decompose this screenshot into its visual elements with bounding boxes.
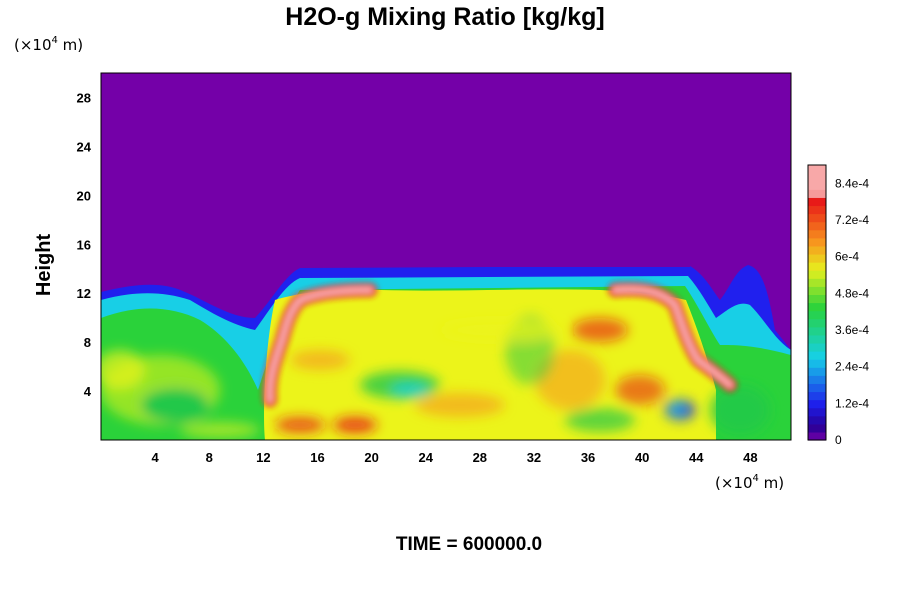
x-tick-label: 16 bbox=[310, 450, 324, 465]
colorbar-segment bbox=[808, 181, 826, 190]
colorbar-segment bbox=[808, 286, 826, 296]
y-tick-label: 12 bbox=[77, 286, 91, 301]
colorbar-segment bbox=[808, 173, 826, 182]
x-tick-label: 36 bbox=[581, 450, 595, 465]
colorbar-segment bbox=[808, 262, 826, 271]
colorbar-segment bbox=[808, 189, 826, 198]
colorbar-segment bbox=[808, 399, 826, 409]
y-tick-labels: 4 8 12 16 20 24 28 bbox=[77, 90, 92, 399]
colorbar-tick-label: 7.2e-4 bbox=[835, 213, 869, 227]
dry-cap-overlay bbox=[300, 73, 690, 267]
y-axis-label: Height bbox=[33, 234, 55, 297]
x-tick-label: 12 bbox=[256, 450, 270, 465]
pink-moist-band bbox=[266, 285, 734, 404]
x-tick-label: 24 bbox=[418, 450, 433, 465]
colorbar-tick-label: 6e-4 bbox=[835, 250, 859, 264]
colorbar-tick-label: 1.2e-4 bbox=[835, 396, 869, 410]
colorbar-segment bbox=[808, 407, 826, 417]
x-axis-unit: (×104 m) bbox=[715, 473, 784, 492]
y-tick-label: 24 bbox=[77, 139, 92, 154]
moist-band-edge bbox=[262, 282, 737, 407]
colorbar-segment bbox=[808, 359, 826, 368]
colorbar-segment bbox=[808, 221, 826, 231]
colorbar-segment bbox=[808, 205, 826, 215]
x-tick-label: 32 bbox=[527, 450, 541, 465]
x-tick-label: 40 bbox=[635, 450, 649, 465]
colorbar-segment bbox=[808, 342, 826, 352]
heatmap-field bbox=[101, 73, 791, 440]
x-tick-label: 44 bbox=[689, 450, 704, 465]
colorbar-tick-label: 2.4e-4 bbox=[835, 360, 869, 374]
y-axis-unit: (×104 m) bbox=[14, 35, 83, 54]
colorbar-segment bbox=[808, 318, 826, 328]
colorbar-frame bbox=[807, 164, 827, 441]
colorbar-segment bbox=[808, 391, 826, 401]
colorbar-segment bbox=[808, 165, 826, 174]
colorbar: 0 1.2e-4 2.4e-4 3.6e-4 4.8e-4 6e-4 7.2e-4 8.4e-… bbox=[807, 164, 869, 447]
colorbar-segment bbox=[808, 213, 826, 223]
y-tick-label: 16 bbox=[77, 237, 91, 252]
y-tick-label: 20 bbox=[77, 188, 91, 203]
colorbar-segment bbox=[808, 415, 826, 425]
colorbar-tick-label: 8.4e-4 bbox=[835, 176, 869, 190]
y-tick-label: 8 bbox=[84, 335, 91, 350]
colorbar-segment bbox=[808, 197, 826, 207]
x-tick-label: 48 bbox=[743, 450, 757, 465]
x-tick-label: 20 bbox=[364, 450, 378, 465]
x-tick-labels: 4 8 12 16 20 24 28 32 36 40 44 48 bbox=[152, 450, 758, 465]
colorbar-segment bbox=[808, 237, 826, 247]
colorbar-segment bbox=[808, 367, 826, 376]
colorbar-segment bbox=[808, 294, 826, 304]
colorbar-segment bbox=[808, 310, 826, 320]
moist-eddies bbox=[101, 315, 770, 438]
colorbar-segment bbox=[808, 302, 826, 312]
colorbar-segment bbox=[808, 270, 826, 279]
colorbar-segment bbox=[808, 278, 826, 287]
colorbar-segment bbox=[808, 334, 826, 344]
colorbar-segment bbox=[808, 245, 826, 255]
colorbar-tick-label: 3.6e-4 bbox=[835, 323, 869, 337]
y-tick-label: 4 bbox=[84, 384, 92, 399]
y-tick-label: 28 bbox=[77, 90, 91, 105]
x-tick-label: 28 bbox=[473, 450, 487, 465]
colorbar-tick-label: 4.8e-4 bbox=[835, 286, 869, 300]
colorbar-segment bbox=[808, 431, 826, 441]
time-label: TIME = 600000.0 bbox=[396, 534, 542, 555]
colorbar-segment bbox=[808, 253, 826, 263]
colorbar-tick-label: 0 bbox=[835, 433, 842, 447]
colorbar-segment bbox=[808, 229, 826, 239]
colorbar-segment bbox=[808, 375, 826, 384]
chart-title: H2O-g Mixing Ratio [kg/kg] bbox=[285, 3, 604, 31]
plot-frame bbox=[100, 72, 792, 441]
colorbar-segment bbox=[808, 326, 826, 336]
colorbar-segment bbox=[808, 423, 826, 433]
x-tick-label: 8 bbox=[206, 450, 213, 465]
x-tick-label: 4 bbox=[152, 450, 160, 465]
colorbar-segment bbox=[808, 383, 826, 393]
colorbar-segment bbox=[808, 351, 826, 360]
